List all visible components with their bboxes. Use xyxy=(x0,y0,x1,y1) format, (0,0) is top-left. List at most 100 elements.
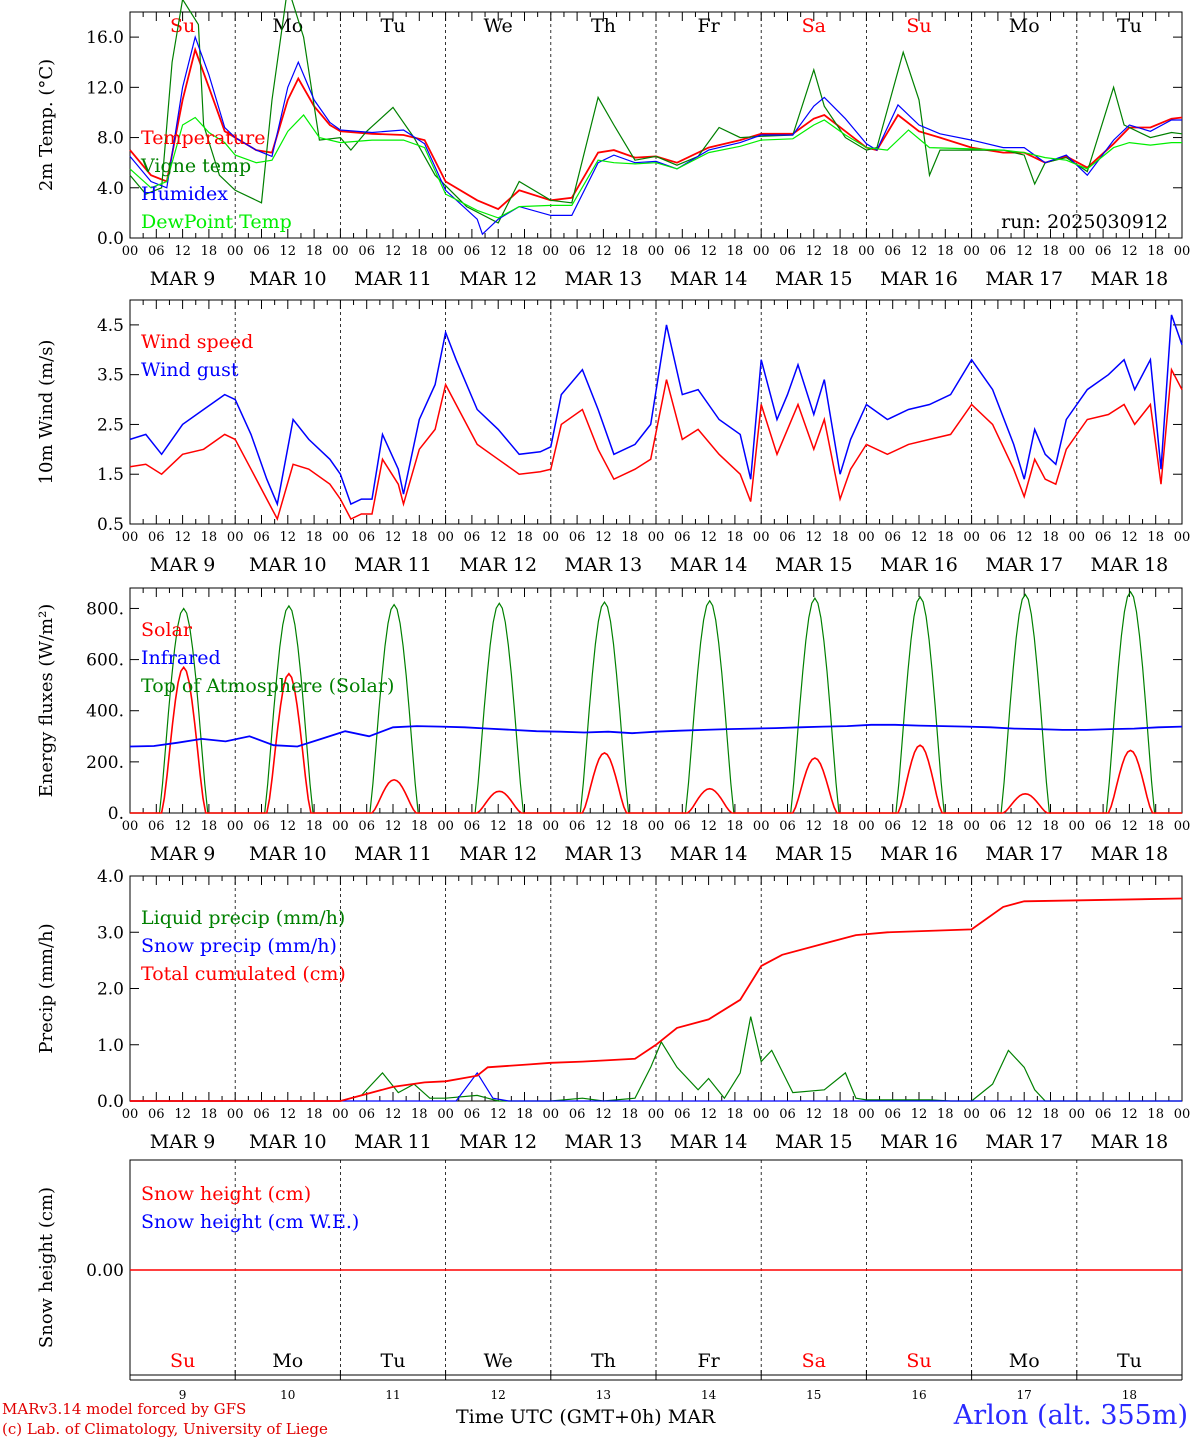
hour-label: 06 xyxy=(464,819,481,834)
legend-entry: Temperature xyxy=(141,127,265,149)
date-label: MAR 12 xyxy=(459,843,537,865)
hour-label: 06 xyxy=(779,1107,796,1122)
hour-label: 00 xyxy=(648,244,665,259)
date-label: MAR 9 xyxy=(150,554,216,576)
hour-label: 06 xyxy=(674,819,691,834)
date-label: MAR 15 xyxy=(775,843,853,865)
hour-label: 18 xyxy=(727,1107,744,1122)
hour-label: 18 xyxy=(1042,819,1059,834)
date-label: MAR 13 xyxy=(565,554,643,576)
hour-label: 00 xyxy=(648,1107,665,1122)
weekday-label: Fr xyxy=(697,1350,720,1372)
panel-1 xyxy=(129,11,1183,239)
hour-label: 18 xyxy=(832,244,849,259)
hour-label: 06 xyxy=(464,244,481,259)
hour-label: 00 xyxy=(858,530,875,545)
y-tick-label: 2.5 xyxy=(97,415,124,435)
hour-label: 00 xyxy=(227,530,244,545)
hour-label: 00 xyxy=(332,1107,349,1122)
hour-label: 00 xyxy=(963,819,980,834)
hour-label: 06 xyxy=(358,819,375,834)
hour-label: 06 xyxy=(990,819,1007,834)
hour-label: 12 xyxy=(700,530,717,545)
solar-line xyxy=(130,665,1182,814)
hour-label: 06 xyxy=(569,244,586,259)
date-label: MAR 14 xyxy=(670,268,748,290)
hour-label: 06 xyxy=(148,530,165,545)
station-title: Arlon (alt. 355m) xyxy=(953,1400,1188,1431)
date-label: MAR 11 xyxy=(354,268,432,290)
weekday-label: Su xyxy=(906,15,931,37)
hour-label: 00 xyxy=(963,244,980,259)
date-label: MAR 13 xyxy=(565,843,643,865)
date-label: MAR 16 xyxy=(880,268,958,290)
hour-label: 12 xyxy=(490,530,507,545)
weekday-label: Sa xyxy=(802,1350,826,1372)
hour-label: 00 xyxy=(122,244,139,259)
date-label: MAR 9 xyxy=(150,1131,216,1153)
day-number-label: 12 xyxy=(491,1388,506,1402)
weekday-label: Th xyxy=(591,15,616,37)
hour-label: 00 xyxy=(1069,1107,1086,1122)
y-tick-label: 4.0 xyxy=(97,867,124,887)
wind-gust-line xyxy=(129,314,1183,507)
hour-label: 12 xyxy=(1121,530,1138,545)
hour-label: 00 xyxy=(753,819,770,834)
weekday-label: Fr xyxy=(697,15,720,37)
weekday-label: Mo xyxy=(272,1350,303,1372)
hour-label: 18 xyxy=(201,244,218,259)
day-number-label: 10 xyxy=(280,1388,295,1402)
hour-label: 12 xyxy=(595,530,612,545)
hour-label: 12 xyxy=(490,1107,507,1122)
hour-label: 12 xyxy=(595,244,612,259)
hour-label: 18 xyxy=(201,1107,218,1122)
hour-label: 18 xyxy=(411,1107,428,1122)
hour-label: 06 xyxy=(569,1107,586,1122)
hour-label: 00 xyxy=(963,1107,980,1122)
date-label: MAR 10 xyxy=(249,554,327,576)
weekday-label: Tu xyxy=(381,15,406,37)
day-number-label: 9 xyxy=(179,1388,187,1402)
hour-label: 06 xyxy=(253,244,270,259)
panel-2 xyxy=(129,299,1183,525)
y-tick-label: 4.5 xyxy=(97,316,124,336)
hour-label: 18 xyxy=(306,819,323,834)
hour-label: 06 xyxy=(884,244,901,259)
date-label: MAR 15 xyxy=(775,268,853,290)
hour-label: 18 xyxy=(306,1107,323,1122)
hour-label: 12 xyxy=(700,244,717,259)
hour-label: 18 xyxy=(411,819,428,834)
hour-label: 18 xyxy=(1042,244,1059,259)
hour-label: 18 xyxy=(621,530,638,545)
y-tick-label: 0.00 xyxy=(86,1261,124,1281)
hour-label: 12 xyxy=(385,1107,402,1122)
date-label: MAR 11 xyxy=(354,1131,432,1153)
hour-label: 00 xyxy=(543,1107,560,1122)
hour-label: 18 xyxy=(516,530,533,545)
y-tick-label: 3.5 xyxy=(97,366,124,386)
legend-entry: Humidex xyxy=(141,183,228,205)
hour-label: 12 xyxy=(174,244,191,259)
hour-label: 18 xyxy=(1147,530,1164,545)
weekday-label: Mo xyxy=(1009,1350,1040,1372)
hour-label: 18 xyxy=(1042,1107,1059,1122)
legend-entry: Snow height (cm) xyxy=(141,1183,311,1205)
legend-entry: Vigne temp xyxy=(140,155,251,177)
hour-label: 00 xyxy=(437,244,454,259)
infrared-line xyxy=(129,723,1183,748)
hour-label: 06 xyxy=(1095,819,1112,834)
day-number-label: 11 xyxy=(385,1388,400,1402)
hour-label: 00 xyxy=(332,244,349,259)
date-label: MAR 14 xyxy=(670,554,748,576)
y-tick-label: 4.0 xyxy=(97,179,124,199)
y-tick-label: 0.5 xyxy=(97,515,124,535)
hour-label: 18 xyxy=(727,244,744,259)
weekday-label: We xyxy=(484,15,513,37)
hour-label: 12 xyxy=(806,819,823,834)
panel-frame xyxy=(129,299,1183,525)
y-tick-label: 200. xyxy=(86,753,124,773)
hour-label: 00 xyxy=(122,819,139,834)
date-label: MAR 18 xyxy=(1091,554,1169,576)
weekday-label: Su xyxy=(170,1350,195,1372)
humidex-line xyxy=(129,35,1182,236)
